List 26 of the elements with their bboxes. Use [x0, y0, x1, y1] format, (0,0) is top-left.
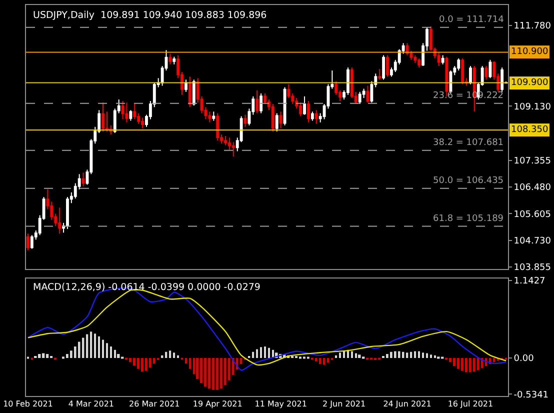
y-tick-label: 106.480 — [514, 183, 552, 194]
y-tick-label: 103.855 — [514, 263, 552, 274]
ref-line-label: 50.0 = 106.435 — [433, 176, 504, 186]
x-tick-label: 24 Jun 2021 — [383, 400, 432, 409]
x-tick-label: 2 Jun 2021 — [322, 400, 366, 409]
y-tick-label: 0.00 — [514, 354, 534, 364]
y-tick-label: -0.5341 — [514, 390, 549, 400]
y-tick-label: 1.1427 — [514, 276, 546, 287]
y-tick-label: 104.730 — [514, 236, 552, 246]
chart-title: USDJPY,Daily 109.891 109.940 109.883 109.896 — [33, 10, 267, 21]
y-tick-label: 109.130 — [514, 102, 552, 112]
x-tick-label: 19 Apr 2021 — [192, 400, 242, 409]
ref-line-label: 38.2 = 107.681 — [433, 138, 504, 148]
x-tick-label: 26 Mar 2021 — [129, 400, 180, 409]
y-tick-label: 111.780 — [514, 22, 552, 32]
ref-line-label: 109.900 — [511, 78, 548, 88]
ref-line-label: 110.900 — [511, 47, 548, 57]
ref-line-label: 108.350 — [511, 125, 548, 135]
x-tick-label: 11 May 2021 — [254, 400, 307, 409]
x-tick-label: 4 Mar 2021 — [68, 400, 114, 409]
x-tick-label: 10 Feb 2021 — [3, 400, 53, 409]
ref-line-label: 0.0 = 111.714 — [439, 15, 504, 25]
y-tick-label: 107.355 — [514, 156, 552, 166]
ref-line-label: 61.8 = 105.189 — [433, 214, 504, 224]
y-tick-label: 105.605 — [514, 210, 552, 220]
x-tick-label: 16 Jul 2021 — [448, 400, 494, 409]
